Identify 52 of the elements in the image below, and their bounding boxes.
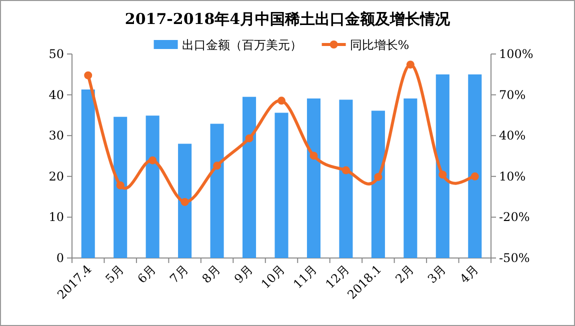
x-tick-label: 9月 bbox=[232, 262, 256, 286]
y-tick-label: 30 bbox=[48, 128, 64, 143]
point bbox=[470, 172, 479, 180]
y2-tick-label: -50% bbox=[499, 251, 530, 265]
y2-tick-label: -20% bbox=[499, 210, 530, 224]
point bbox=[310, 152, 318, 160]
point bbox=[180, 198, 189, 206]
x-tick-label: 6月 bbox=[134, 262, 159, 286]
point bbox=[342, 166, 350, 174]
y2-tick-label: 10% bbox=[499, 169, 526, 184]
bar bbox=[178, 144, 192, 258]
point bbox=[374, 172, 382, 181]
chart-title: 2017-2018年4月中国稀土出口金额及增长情况 bbox=[124, 10, 452, 28]
point bbox=[438, 170, 447, 179]
bar bbox=[404, 98, 418, 258]
y2-tick-label: 70% bbox=[499, 88, 526, 102]
x-tick-label: 4月 bbox=[457, 262, 482, 286]
y-tick-label: 0 bbox=[56, 251, 64, 265]
bar bbox=[371, 110, 385, 258]
bar bbox=[436, 74, 450, 258]
y2-tick-label: 100% bbox=[499, 47, 534, 61]
x-tick-label: 2月 bbox=[392, 262, 417, 286]
point bbox=[245, 134, 254, 142]
bar bbox=[210, 124, 224, 258]
bar bbox=[339, 100, 353, 258]
x-tick-label: 3月 bbox=[424, 262, 449, 286]
bar bbox=[242, 96, 256, 258]
x-tick-label: 12月 bbox=[322, 262, 352, 292]
point bbox=[148, 156, 157, 164]
point bbox=[406, 60, 414, 69]
point bbox=[116, 181, 124, 190]
y-tick-label: 40 bbox=[48, 88, 64, 102]
bar bbox=[468, 74, 482, 258]
y-tick-label: 20 bbox=[48, 169, 64, 184]
x-tick-label: 7月 bbox=[167, 262, 191, 286]
y-tick-label: 50 bbox=[48, 47, 64, 61]
point bbox=[213, 162, 222, 170]
legend-label: 同比增长% bbox=[350, 38, 410, 52]
bar bbox=[114, 116, 128, 258]
x-tick-label: 11月 bbox=[290, 262, 320, 292]
point bbox=[278, 96, 286, 105]
point bbox=[84, 71, 92, 80]
bar bbox=[306, 98, 320, 258]
bar bbox=[274, 112, 288, 258]
bar bbox=[81, 89, 95, 258]
x-tick-label: 8月 bbox=[199, 262, 224, 286]
y-tick-label: 10 bbox=[48, 210, 64, 224]
bar bbox=[146, 116, 160, 258]
legend-label: 出口金额（百万美元） bbox=[182, 38, 302, 52]
x-tick-label: 10月 bbox=[258, 262, 288, 292]
x-tick-label: 5月 bbox=[102, 262, 126, 286]
y2-tick-label: 40% bbox=[499, 128, 526, 143]
